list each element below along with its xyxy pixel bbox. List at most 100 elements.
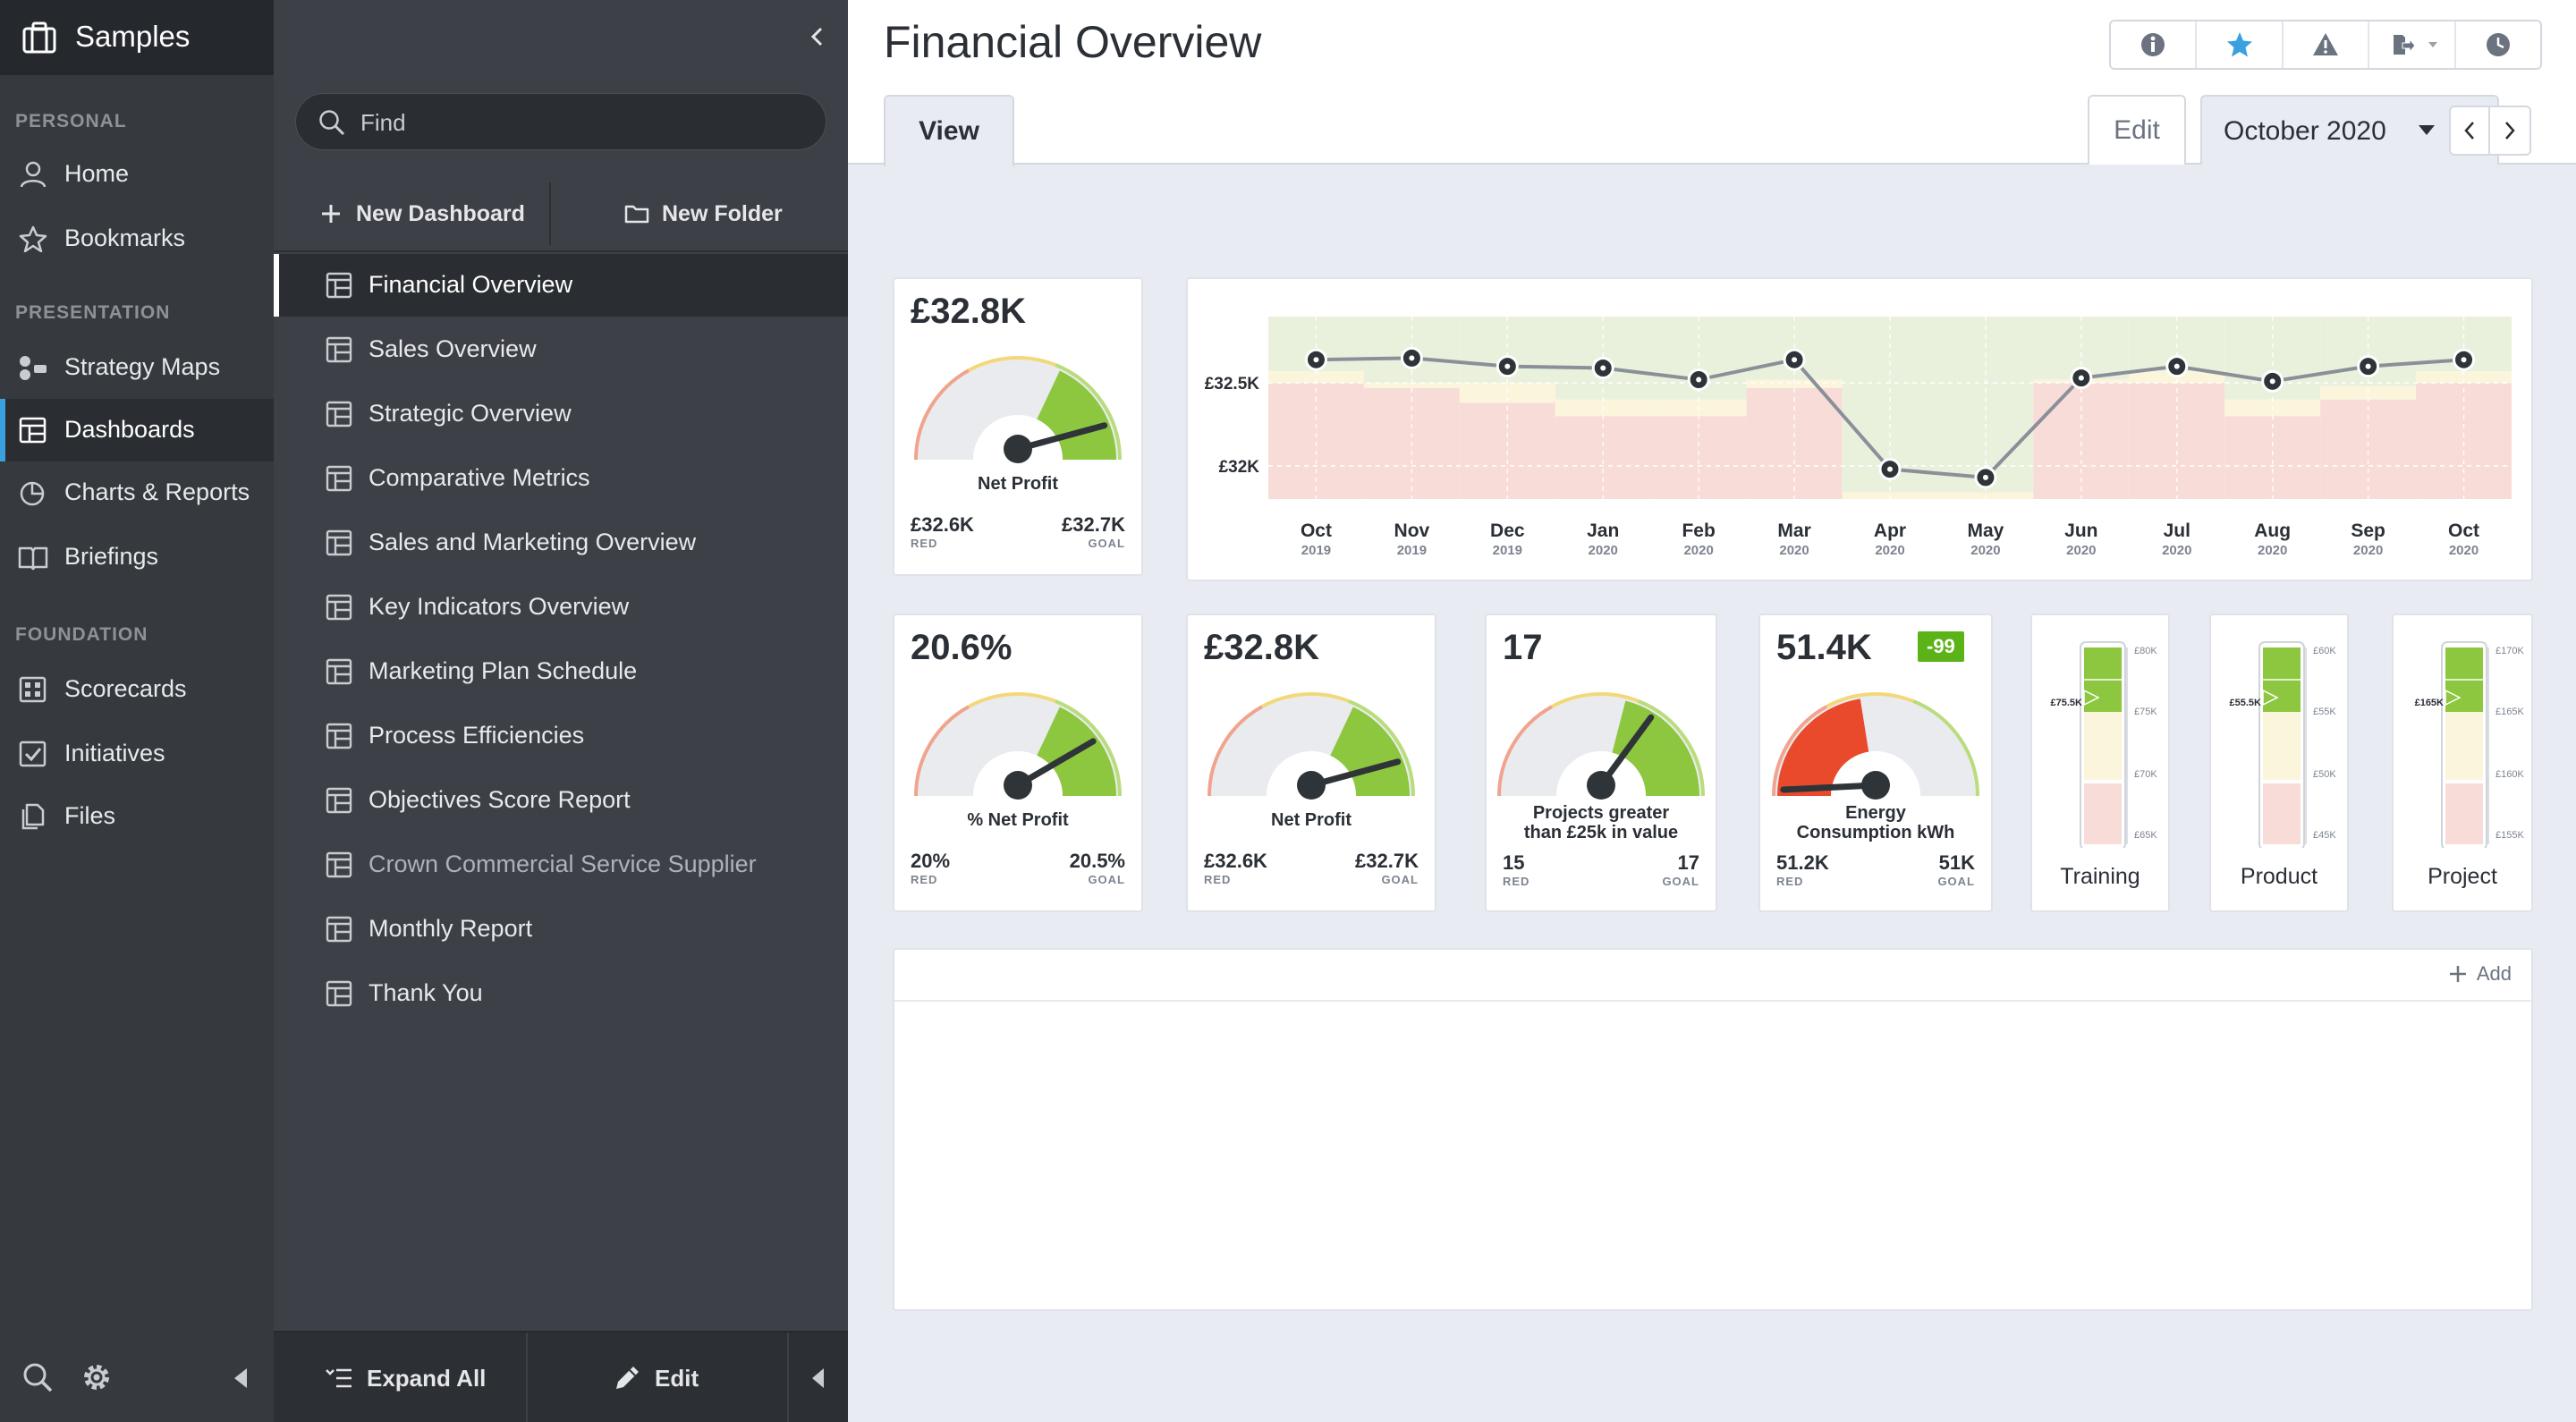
collapse-left-icon[interactable] (809, 1367, 828, 1390)
caret-down-icon[interactable] (2419, 125, 2435, 135)
gauge-red-threshold: 15 RED (1503, 851, 1530, 888)
nav-item-label: Strategy Maps (64, 353, 221, 380)
history-button[interactable] (2456, 21, 2540, 68)
find-input[interactable] (360, 105, 808, 140)
dashboard-list-item[interactable]: Financial Overview (274, 254, 848, 317)
add-bar: Add (894, 950, 2531, 1002)
dashboard-list-item[interactable]: Crown Commercial Service Supplier (274, 834, 848, 896)
chevron-left-icon[interactable] (807, 25, 828, 48)
gauge-value: 20.6% (911, 628, 1013, 667)
dashboard-list-item[interactable]: Process Efficiencies (274, 705, 848, 767)
tab-view[interactable]: View (884, 95, 1014, 166)
nav-section-presentation: PRESENTATION (15, 302, 171, 323)
toolbar-divider (549, 182, 551, 245)
nav-item-initiatives[interactable]: Initiatives (0, 723, 274, 785)
gauge-dial (1208, 692, 1415, 800)
info-button[interactable] (2111, 21, 2198, 68)
empty-widget-area: Add (893, 948, 2533, 1311)
nav-item-label: Initiatives (64, 740, 165, 766)
nav-item-dashboards[interactable]: Dashboards (0, 399, 274, 461)
edit-dashboard-button[interactable]: Edit (2088, 95, 2186, 165)
dashboard-list-item-label: Strategic Overview (369, 400, 572, 427)
expand-all-button[interactable]: Expand All (324, 1333, 486, 1422)
alert-button[interactable] (2284, 21, 2370, 68)
dashboard-list-item[interactable]: Comparative Metrics (274, 447, 848, 510)
previous-period-button[interactable] (2449, 106, 2490, 156)
nav-item-charts-reports[interactable]: Charts & Reports (0, 461, 274, 524)
add-widget-button[interactable]: Add (2448, 962, 2512, 986)
red-value: 15 (1503, 851, 1525, 874)
dashboard-list-item[interactable]: Thank You (274, 962, 848, 1025)
thermometer-label: Product (2240, 864, 2318, 889)
change-badge: -99 (1918, 631, 1964, 662)
x-tick-month: Mar (1777, 521, 1810, 541)
thermometer-marker: £55.5K (2229, 698, 2261, 708)
red-caption: RED (911, 873, 938, 886)
scorecard-icon (19, 676, 47, 703)
new-dashboard-button[interactable]: New Dashboard (318, 175, 525, 252)
edit-list-button[interactable]: Edit (612, 1333, 699, 1422)
red-caption: RED (1204, 873, 1232, 886)
gauge-widget-projects[interactable]: 17 Projects greater than £25k in value 15 R… (1485, 614, 1717, 912)
thermometer-widget-project[interactable]: £170K £165K £160K £155K £165K Project (2392, 614, 2533, 912)
dashboard-list-item[interactable]: Sales and Marketing Overview (274, 512, 848, 574)
dashboard-list-item[interactable]: Objectives Score Report (274, 769, 848, 832)
dashboard-list-item-label: Monthly Report (369, 915, 533, 942)
gauge-label: Net Profit (1271, 810, 1352, 830)
next-period-button[interactable] (2490, 106, 2531, 156)
x-tick-year: 2020 (2353, 543, 2383, 558)
gauge-label: Projects greater than £25k in value (1523, 803, 1679, 842)
dashboard-list-item[interactable]: Marketing Plan Schedule (274, 640, 848, 703)
data-point-center (1313, 357, 1319, 363)
dashboard-list-item[interactable]: Sales Overview (274, 318, 848, 381)
gauge-dial (914, 692, 1122, 800)
gauge-widget-energy[interactable]: 51.4K -99 Energy Consumption kWh 51.2K RED 51… (1758, 614, 1993, 912)
x-tick-year: 2020 (1970, 543, 2000, 558)
dashboard-icon (326, 465, 352, 492)
user-icon (20, 161, 47, 188)
thermometer-label: Training (2060, 864, 2140, 889)
nav-item-strategy-maps[interactable]: Strategy Maps (0, 336, 274, 399)
red-value: 51.2K (1776, 851, 1829, 874)
collapse-left-icon[interactable] (231, 1367, 252, 1390)
pie-chart-icon (20, 481, 45, 506)
nav-item-bookmarks[interactable]: Bookmarks (0, 207, 274, 270)
nav-section-personal: PERSONAL (15, 111, 127, 131)
gauge-widget-percent-net-profit[interactable]: 20.6% % Net Profit 20% RED 20.5% GOAL (893, 614, 1143, 912)
gauge-widget-net-profit[interactable]: £32.8K Net Profit £32.6K RED £32.7K GOAL (893, 277, 1143, 576)
dashboard-list-item[interactable]: Strategic Overview (274, 383, 848, 445)
footer-divider (526, 1333, 528, 1422)
folder-icon (624, 205, 649, 224)
red-value: £32.6K (1204, 850, 1267, 872)
export-button[interactable] (2369, 21, 2456, 68)
bookmark-button[interactable] (2197, 21, 2284, 68)
gauge-widget-net-profit-2[interactable]: £32.8K Net Profit £32.6K RED £32.7K GOAL (1186, 614, 1436, 912)
new-folder-button[interactable]: New Folder (624, 175, 783, 252)
x-tick-year: 2020 (1875, 543, 1904, 558)
thermometer-widget-training[interactable]: £80K £75K £70K £65K £75.5K Training (2030, 614, 2170, 912)
x-tick-month: Aug (2254, 521, 2291, 541)
thermometer-widget-product[interactable]: £60K £55K £50K £45K £55.5K Product (2209, 614, 2349, 912)
gauge-label: % Net Profit (967, 810, 1069, 830)
page-title: Financial Overview (884, 17, 1262, 67)
goal-caption: GOAL (1381, 873, 1419, 886)
dashboard-list-item[interactable]: Key Indicators Overview (274, 576, 848, 639)
net-profit-trend-chart: £32.5K £32K Oct 2019 Nov 2019 Dec 2019 Jan 2020 Fe… (1205, 317, 2512, 558)
star-icon (19, 225, 47, 252)
gear-icon[interactable] (80, 1361, 113, 1393)
red-value: £32.6K (911, 513, 974, 536)
new-folder-label: New Folder (662, 200, 783, 226)
search-icon[interactable] (21, 1361, 54, 1393)
line-chart-widget[interactable]: £32.5K £32K Oct 2019 Nov 2019 Dec 2019 Jan 2020 Fe… (1186, 277, 2533, 581)
nav-item-files[interactable]: Files (0, 785, 274, 848)
nav-item-briefings[interactable]: Briefings (0, 526, 274, 588)
x-tick-month: Feb (1682, 521, 1715, 541)
gauge-red-threshold: £32.6K RED (911, 513, 974, 550)
dashboard-list-item-label: Crown Commercial Service Supplier (369, 851, 757, 877)
thermometer-tick: £75K (2134, 707, 2157, 717)
period-selector[interactable]: October 2020 (2200, 95, 2531, 165)
dashboard-list-item[interactable]: Monthly Report (274, 898, 848, 961)
nav-item-scorecards[interactable]: Scorecards (0, 658, 274, 721)
find-search-box[interactable] (295, 93, 826, 150)
nav-item-home[interactable]: Home (0, 143, 274, 206)
